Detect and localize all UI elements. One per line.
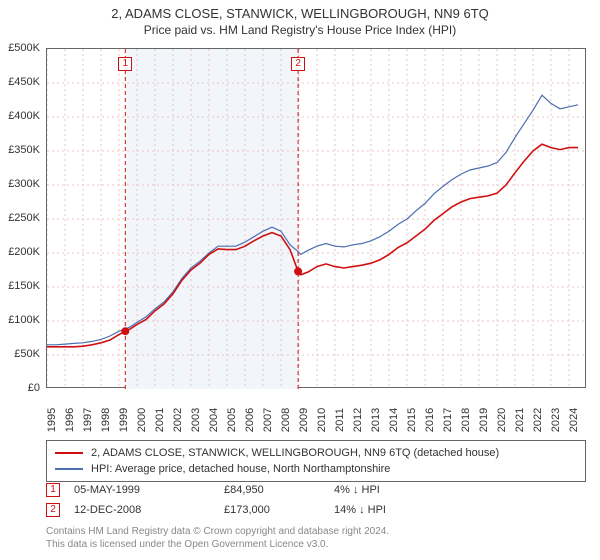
y-tick-label: £200K (8, 246, 40, 258)
sale-hpi-diff: 14% ↓ HPI (334, 504, 454, 516)
sale-marker-box: 1 (46, 483, 60, 497)
x-tick-label: 2021 (514, 408, 526, 432)
x-tick-label: 2019 (478, 408, 490, 432)
x-tick-label: 2003 (190, 408, 202, 432)
chart-svg (47, 49, 587, 389)
legend-item: HPI: Average price, detached house, Nort… (55, 461, 577, 477)
legend-label: HPI: Average price, detached house, Nort… (91, 463, 390, 475)
sale-marker-box: 2 (46, 503, 60, 517)
y-tick-label: £150K (8, 280, 40, 292)
footer-line-1: Contains HM Land Registry data © Crown c… (46, 526, 586, 539)
y-tick-label: £300K (8, 178, 40, 190)
x-tick-label: 2004 (208, 408, 220, 432)
y-tick-label: £400K (8, 110, 40, 122)
sale-marker-2: 2 (291, 57, 305, 71)
y-tick-label: £250K (8, 212, 40, 224)
chart-container: 2, ADAMS CLOSE, STANWICK, WELLINGBOROUGH… (0, 0, 600, 560)
sale-row: 1 05-MAY-1999£84,9504% ↓ HPI (46, 480, 586, 500)
sale-markers-table: 1 05-MAY-1999£84,9504% ↓ HPI 2 12-DEC-2008£… (46, 480, 586, 520)
sale-price: £173,000 (224, 504, 334, 516)
legend-item: 2, ADAMS CLOSE, STANWICK, WELLINGBOROUGH… (55, 445, 577, 461)
legend: 2, ADAMS CLOSE, STANWICK, WELLINGBOROUGH… (46, 440, 586, 482)
x-tick-label: 2006 (244, 408, 256, 432)
y-tick-label: £100K (8, 314, 40, 326)
footer-line-2: This data is licensed under the Open Gov… (46, 539, 586, 552)
y-tick-label: £500K (8, 42, 40, 54)
x-tick-label: 2013 (370, 408, 382, 432)
x-tick-label: 2010 (316, 408, 328, 432)
x-axis-labels: 1995 1996 1997 1998 1999 2000 2001 2002 2003 2004… (46, 390, 586, 438)
y-axis-labels: £0£50K£100K£150K£200K£250K£300K£350K£400… (0, 48, 44, 388)
x-tick-label: 2022 (532, 408, 544, 432)
x-tick-label: 2016 (424, 408, 436, 432)
x-tick-label: 2024 (568, 408, 580, 432)
x-tick-label: 2018 (460, 408, 472, 432)
chart-title: 2, ADAMS CLOSE, STANWICK, WELLINGBOROUGH… (0, 0, 600, 21)
x-tick-label: 2001 (154, 408, 166, 432)
x-tick-label: 2009 (298, 408, 310, 432)
x-tick-label: 2015 (406, 408, 418, 432)
x-tick-label: 2012 (352, 408, 364, 432)
sale-row: 2 12-DEC-2008£173,00014% ↓ HPI (46, 500, 586, 520)
y-tick-label: £350K (8, 144, 40, 156)
sale-marker-1: 1 (118, 57, 132, 71)
x-tick-label: 2011 (334, 408, 346, 432)
legend-swatch (55, 452, 83, 454)
x-tick-label: 2005 (226, 408, 238, 432)
x-tick-label: 2017 (442, 408, 454, 432)
sale-date: 05-MAY-1999 (74, 484, 224, 496)
footer-attribution: Contains HM Land Registry data © Crown c… (46, 526, 586, 551)
x-tick-label: 2002 (172, 408, 184, 432)
x-tick-label: 2000 (136, 408, 148, 432)
chart-subtitle: Price paid vs. HM Land Registry's House … (0, 21, 600, 41)
x-tick-label: 2008 (280, 408, 292, 432)
y-tick-label: £0 (28, 382, 40, 394)
sale-date: 12-DEC-2008 (74, 504, 224, 516)
sale-hpi-diff: 4% ↓ HPI (334, 484, 454, 496)
x-tick-label: 1998 (100, 408, 112, 432)
x-tick-label: 1995 (46, 408, 58, 432)
x-tick-label: 1999 (118, 408, 130, 432)
x-tick-label: 1996 (64, 408, 76, 432)
legend-label: 2, ADAMS CLOSE, STANWICK, WELLINGBOROUGH… (91, 447, 499, 459)
x-tick-label: 2020 (496, 408, 508, 432)
chart-plot-area: 12 (46, 48, 586, 388)
x-tick-label: 2014 (388, 408, 400, 432)
x-tick-label: 2007 (262, 408, 274, 432)
sale-price: £84,950 (224, 484, 334, 496)
x-tick-label: 1997 (82, 408, 94, 432)
y-tick-label: £450K (8, 76, 40, 88)
legend-swatch (55, 468, 83, 470)
x-tick-label: 2023 (550, 408, 562, 432)
y-tick-label: £50K (14, 348, 40, 360)
